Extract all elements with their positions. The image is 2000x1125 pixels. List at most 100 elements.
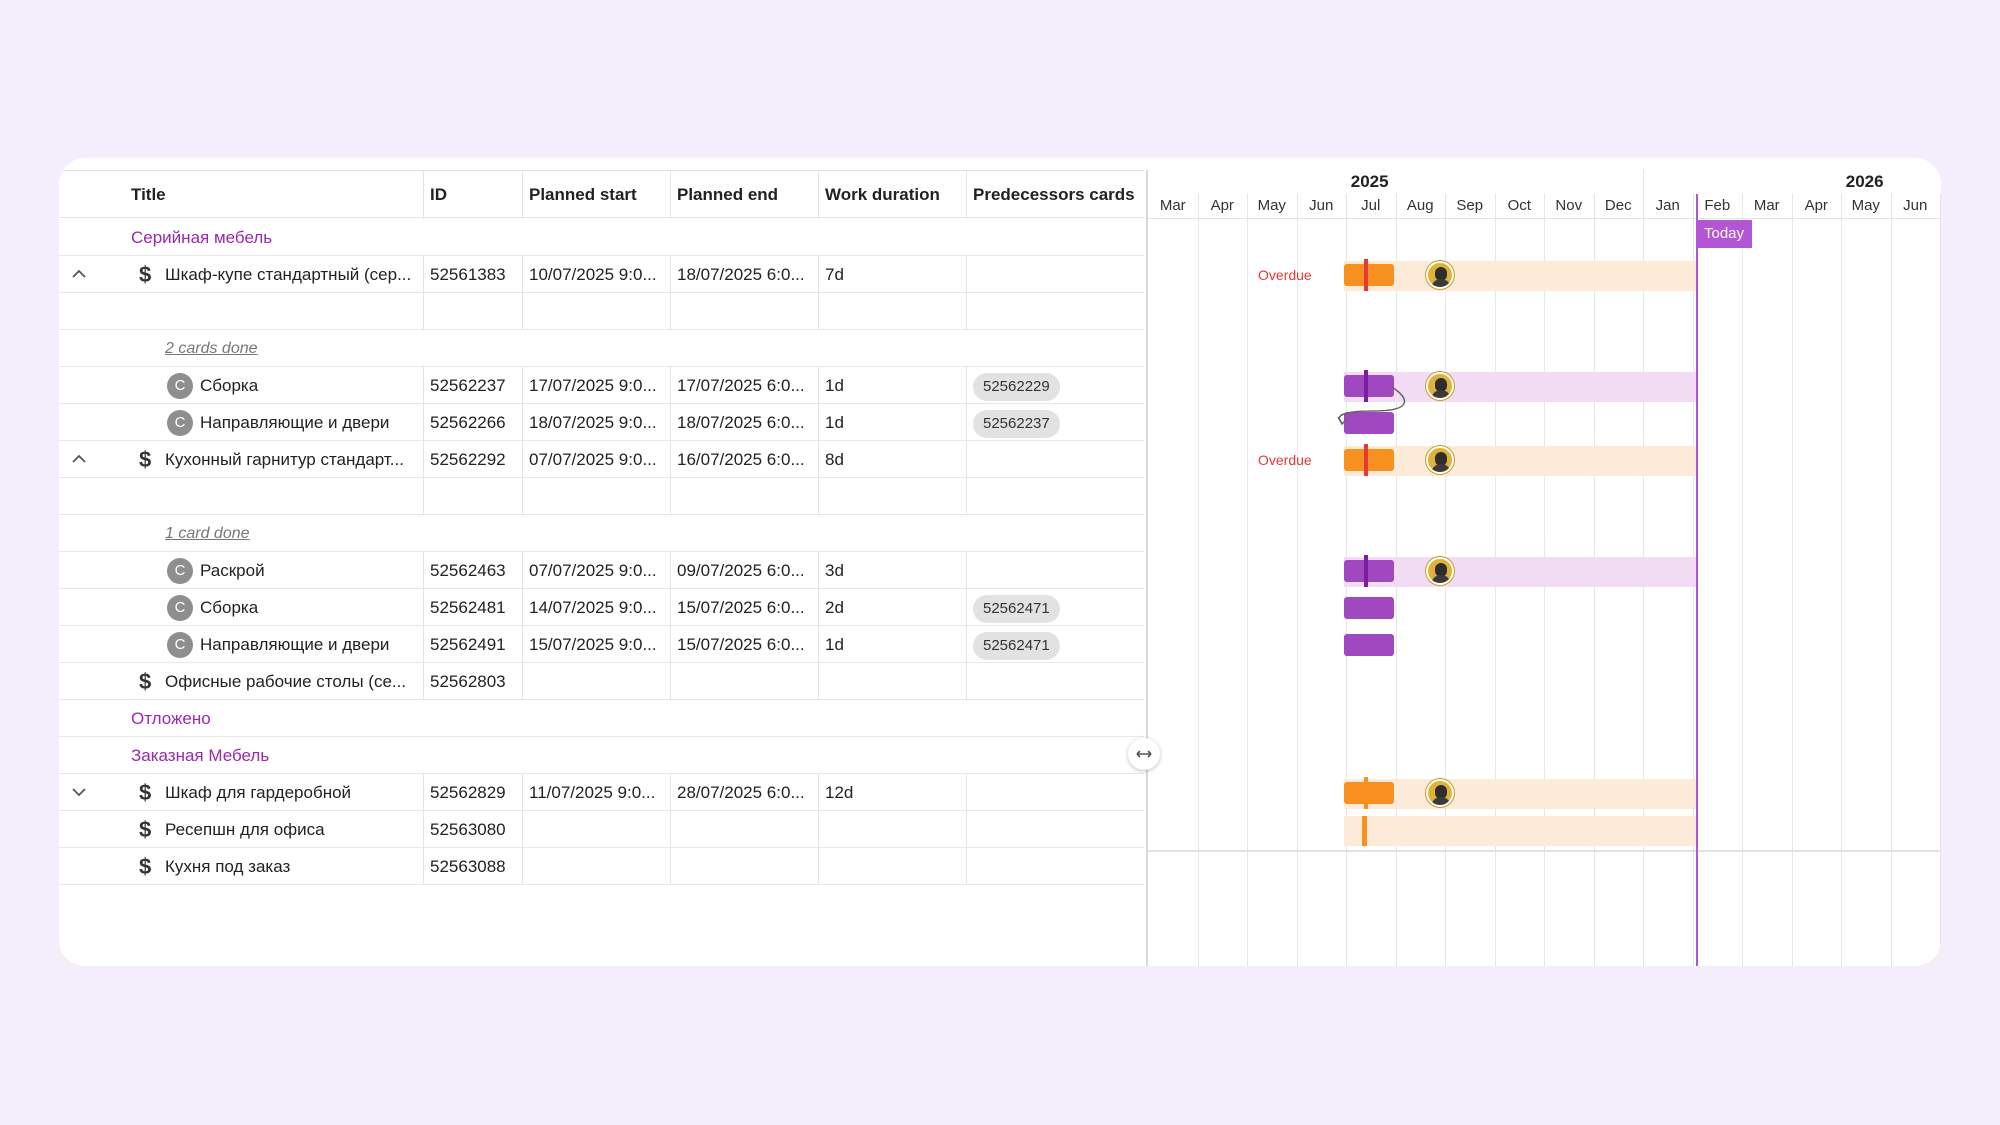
month-label: Jun bbox=[1903, 197, 1928, 214]
cell-title[interactable]: Ресепшн для офиса bbox=[165, 820, 325, 839]
cell-predecessors bbox=[966, 774, 1144, 811]
horizontal-resize-icon bbox=[1136, 750, 1152, 758]
table-header: Title ID Planned start Planned end Work … bbox=[59, 170, 1144, 219]
table-row[interactable]: $ Офисные рабочие столы (се... 52562803 bbox=[59, 663, 1144, 700]
cell-work-duration bbox=[818, 848, 966, 885]
cell-title[interactable]: Шкаф-купе стандартный (сер... bbox=[165, 265, 412, 284]
summary-row[interactable]: 1 card done bbox=[59, 515, 1144, 552]
empty-cell bbox=[522, 478, 670, 515]
task-bar[interactable] bbox=[1344, 412, 1394, 434]
year-label: 2026 bbox=[1845, 172, 1884, 191]
cell-title[interactable]: Кухонный гарнитур стандарт... bbox=[165, 450, 404, 469]
chevron-up-icon[interactable] bbox=[67, 256, 89, 293]
cell-id: 52562292 bbox=[423, 441, 522, 478]
task-bar[interactable] bbox=[1344, 264, 1394, 286]
assignee-avatar[interactable] bbox=[1426, 779, 1454, 807]
cell-title[interactable]: Кухня под заказ bbox=[165, 857, 291, 876]
header-predecessors[interactable]: Predecessors cards bbox=[966, 171, 1144, 219]
cell-title[interactable]: Офисные рабочие столы (се... bbox=[165, 672, 407, 691]
cell-planned-end bbox=[670, 663, 818, 700]
task-bar[interactable] bbox=[1344, 597, 1394, 619]
cards-done-link[interactable]: 2 cards done bbox=[165, 340, 258, 357]
header-planned-end[interactable]: Planned end bbox=[670, 171, 818, 219]
task-bar[interactable] bbox=[1344, 449, 1394, 471]
month-label: Mar bbox=[1753, 197, 1780, 214]
month-label: Nov bbox=[1555, 197, 1583, 214]
timeline-track bbox=[1344, 816, 1696, 846]
table-row[interactable]: $ Кухня под заказ 52563088 bbox=[59, 848, 1144, 885]
month-label: Jan bbox=[1655, 197, 1680, 214]
assignee-avatar[interactable] bbox=[1426, 372, 1454, 400]
chevron-up-icon[interactable] bbox=[67, 441, 89, 478]
cell-work-duration bbox=[818, 663, 966, 700]
month-gridline bbox=[1742, 194, 1743, 966]
table-row[interactable]: $ Кухонный гарнитур стандарт... 52562292 07… bbox=[59, 441, 1144, 478]
overdue-label: Overdue bbox=[1258, 452, 1312, 468]
empty-cell bbox=[818, 478, 966, 515]
task-bar[interactable] bbox=[1344, 634, 1394, 656]
month-label: Jun bbox=[1309, 197, 1334, 214]
month-label: May bbox=[1851, 197, 1880, 214]
assignee-avatar[interactable] bbox=[1426, 261, 1454, 289]
task-bar[interactable] bbox=[1344, 782, 1394, 804]
table-row[interactable]: $ Шкаф-купе стандартный (сер... 52561383 10… bbox=[59, 256, 1144, 293]
empty-cell bbox=[423, 293, 522, 330]
table-row[interactable]: C Сборка 52562237 17/07/2025 9:0... 17/07/20… bbox=[59, 367, 1144, 404]
cards-done-link[interactable]: 1 card done bbox=[165, 525, 250, 542]
group-row[interactable]: Заказная Мебель bbox=[59, 737, 1144, 774]
cell-title[interactable]: Раскрой bbox=[200, 561, 265, 580]
table-row bbox=[59, 478, 1144, 515]
today-label[interactable]: Today bbox=[1696, 220, 1753, 248]
card-type-icon: C bbox=[167, 595, 193, 621]
month-gridline bbox=[1841, 194, 1842, 966]
cell-planned-end: 15/07/2025 6:0... bbox=[670, 626, 818, 663]
cell-title[interactable]: Сборка bbox=[200, 376, 259, 395]
month-label: May bbox=[1257, 197, 1286, 214]
task-bar[interactable] bbox=[1344, 560, 1394, 582]
group-title[interactable]: Серийная мебель bbox=[131, 228, 273, 247]
table-row[interactable]: C Направляющие и двери 52562266 18/07/2025 … bbox=[59, 404, 1144, 441]
header-title[interactable]: Title bbox=[131, 185, 166, 204]
summary-row[interactable]: 2 cards done bbox=[59, 330, 1144, 367]
assignee-avatar[interactable] bbox=[1426, 446, 1454, 474]
header-id[interactable]: ID bbox=[423, 171, 522, 219]
table-row[interactable]: $ Шкаф для гардеробной 52562829 11/07/2025 … bbox=[59, 774, 1144, 811]
chevron-down-icon[interactable] bbox=[67, 774, 89, 811]
month-gridline bbox=[1890, 194, 1892, 966]
predecessor-tag[interactable]: 52562237 bbox=[973, 410, 1060, 438]
group-row[interactable]: Серийная мебель bbox=[59, 219, 1144, 256]
predecessor-tag[interactable]: 52562471 bbox=[973, 595, 1060, 623]
task-bar[interactable] bbox=[1344, 375, 1394, 397]
predecessor-tag[interactable]: 52562229 bbox=[973, 373, 1060, 401]
header-planned-start[interactable]: Planned start bbox=[522, 171, 670, 219]
resize-handle[interactable] bbox=[1128, 738, 1160, 770]
cell-planned-start: 17/07/2025 9:0... bbox=[522, 367, 670, 404]
card-type-icon: C bbox=[167, 632, 193, 658]
month-gridline bbox=[1296, 194, 1298, 966]
assignee-avatar[interactable] bbox=[1426, 557, 1454, 585]
gantt-board: Title ID Planned start Planned end Work … bbox=[59, 158, 1941, 966]
header-work-duration[interactable]: Work duration bbox=[818, 171, 966, 219]
card-type-icon: C bbox=[167, 558, 193, 584]
month-label: Sep bbox=[1456, 197, 1484, 214]
predecessor-tag[interactable]: 52562471 bbox=[973, 632, 1060, 660]
group-title[interactable]: Отложено bbox=[131, 709, 211, 728]
group-row[interactable]: Отложено bbox=[59, 700, 1144, 737]
cell-planned-end: 15/07/2025 6:0... bbox=[670, 589, 818, 626]
cell-work-duration: 7d bbox=[818, 256, 966, 293]
cell-planned-end: 09/07/2025 6:0... bbox=[670, 552, 818, 589]
cell-title[interactable]: Направляющие и двери bbox=[200, 635, 390, 654]
progress-marker bbox=[1364, 370, 1368, 402]
cell-title[interactable]: Направляющие и двери bbox=[200, 413, 390, 432]
table-row[interactable]: $ Ресепшн для офиса 52563080 bbox=[59, 811, 1144, 848]
table-row[interactable]: C Направляющие и двери 52562491 15/07/2025 … bbox=[59, 626, 1144, 663]
dollar-icon: $ bbox=[139, 447, 152, 472]
cell-planned-start: 14/07/2025 9:0... bbox=[522, 589, 670, 626]
cell-title[interactable]: Шкаф для гардеробной bbox=[165, 783, 352, 802]
table-row[interactable]: C Раскрой 52562463 07/07/2025 9:0... 09/07/2… bbox=[59, 552, 1144, 589]
empty-cell bbox=[818, 293, 966, 330]
table-row[interactable]: C Сборка 52562481 14/07/2025 9:0... 15/07/20… bbox=[59, 589, 1144, 626]
cell-planned-start: 18/07/2025 9:0... bbox=[522, 404, 670, 441]
cell-title[interactable]: Сборка bbox=[200, 598, 259, 617]
group-title[interactable]: Заказная Мебель bbox=[131, 746, 270, 765]
